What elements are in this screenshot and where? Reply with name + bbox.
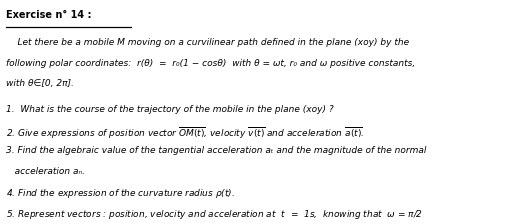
Text: following polar coordinates:  r(θ)  =  r₀(1 − cosθ)  with θ = ωt, r₀ and ω posit: following polar coordinates: r(θ) = r₀(1… [6, 58, 416, 67]
Text: 1.  What is the course of the trajectory of the mobile in the plane (xoy) ?: 1. What is the course of the trajectory … [6, 105, 334, 114]
Text: 5. Represent vectors : position, velocity and acceleration at  $t$  =  1s,  know: 5. Represent vectors : position, velocit… [6, 208, 423, 221]
Text: 3. Find the algebraic value of the tangential acceleration aₜ and the magnitude : 3. Find the algebraic value of the tange… [6, 146, 426, 155]
Text: acceleration aₙ.: acceleration aₙ. [6, 167, 85, 176]
Text: 4. Find the expression of the curvature radius $\rho$(t).: 4. Find the expression of the curvature … [6, 187, 235, 200]
Text: Exercise n° 14 :: Exercise n° 14 : [6, 10, 92, 20]
Text: 2. Give expressions of position vector $\overline{OM(t)}$, velocity $\overline{v: 2. Give expressions of position vector $… [6, 125, 365, 141]
Text: with θ∈[0, 2π].: with θ∈[0, 2π]. [6, 79, 74, 88]
Text: Let there be a mobile M moving on a curvilinear path defined in the plane (xoy) : Let there be a mobile M moving on a curv… [6, 38, 409, 47]
